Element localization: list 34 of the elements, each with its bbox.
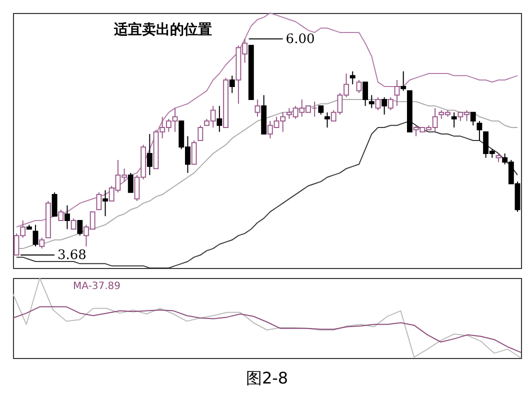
annotation: 3.68 [57, 248, 86, 264]
candlestick [356, 79, 362, 94]
candlestick [229, 75, 235, 94]
text: 适宜卖出的位置 [113, 21, 212, 38]
candlestick [64, 204, 70, 230]
candlestick [451, 112, 457, 128]
candlestick [400, 70, 406, 92]
caption: 图2-8 [246, 368, 288, 388]
candlestick [350, 70, 356, 85]
candlestick [128, 172, 134, 193]
candlestick [77, 220, 83, 236]
candlestick [198, 124, 204, 141]
candlestick [324, 112, 330, 128]
candlestick [52, 192, 58, 217]
series-label: MA-37.89 [73, 281, 120, 292]
candlestick [102, 190, 108, 217]
candlestick [394, 79, 400, 106]
candlestick [191, 140, 197, 165]
candlestick [70, 218, 76, 230]
candlestick [388, 96, 394, 111]
candlestick [58, 209, 64, 221]
candlestick [254, 98, 260, 118]
candlestick [362, 82, 368, 106]
candlestick [476, 120, 482, 141]
candlestick [146, 134, 152, 176]
candlestick [470, 112, 476, 126]
candlestick [375, 96, 381, 111]
candlestick [216, 105, 222, 132]
annotation: 6.00 [286, 32, 315, 47]
candlestick [96, 192, 102, 210]
candlestick [382, 96, 388, 116]
candlestick [39, 237, 45, 250]
candlestick [368, 94, 374, 109]
candlestick [32, 224, 38, 247]
